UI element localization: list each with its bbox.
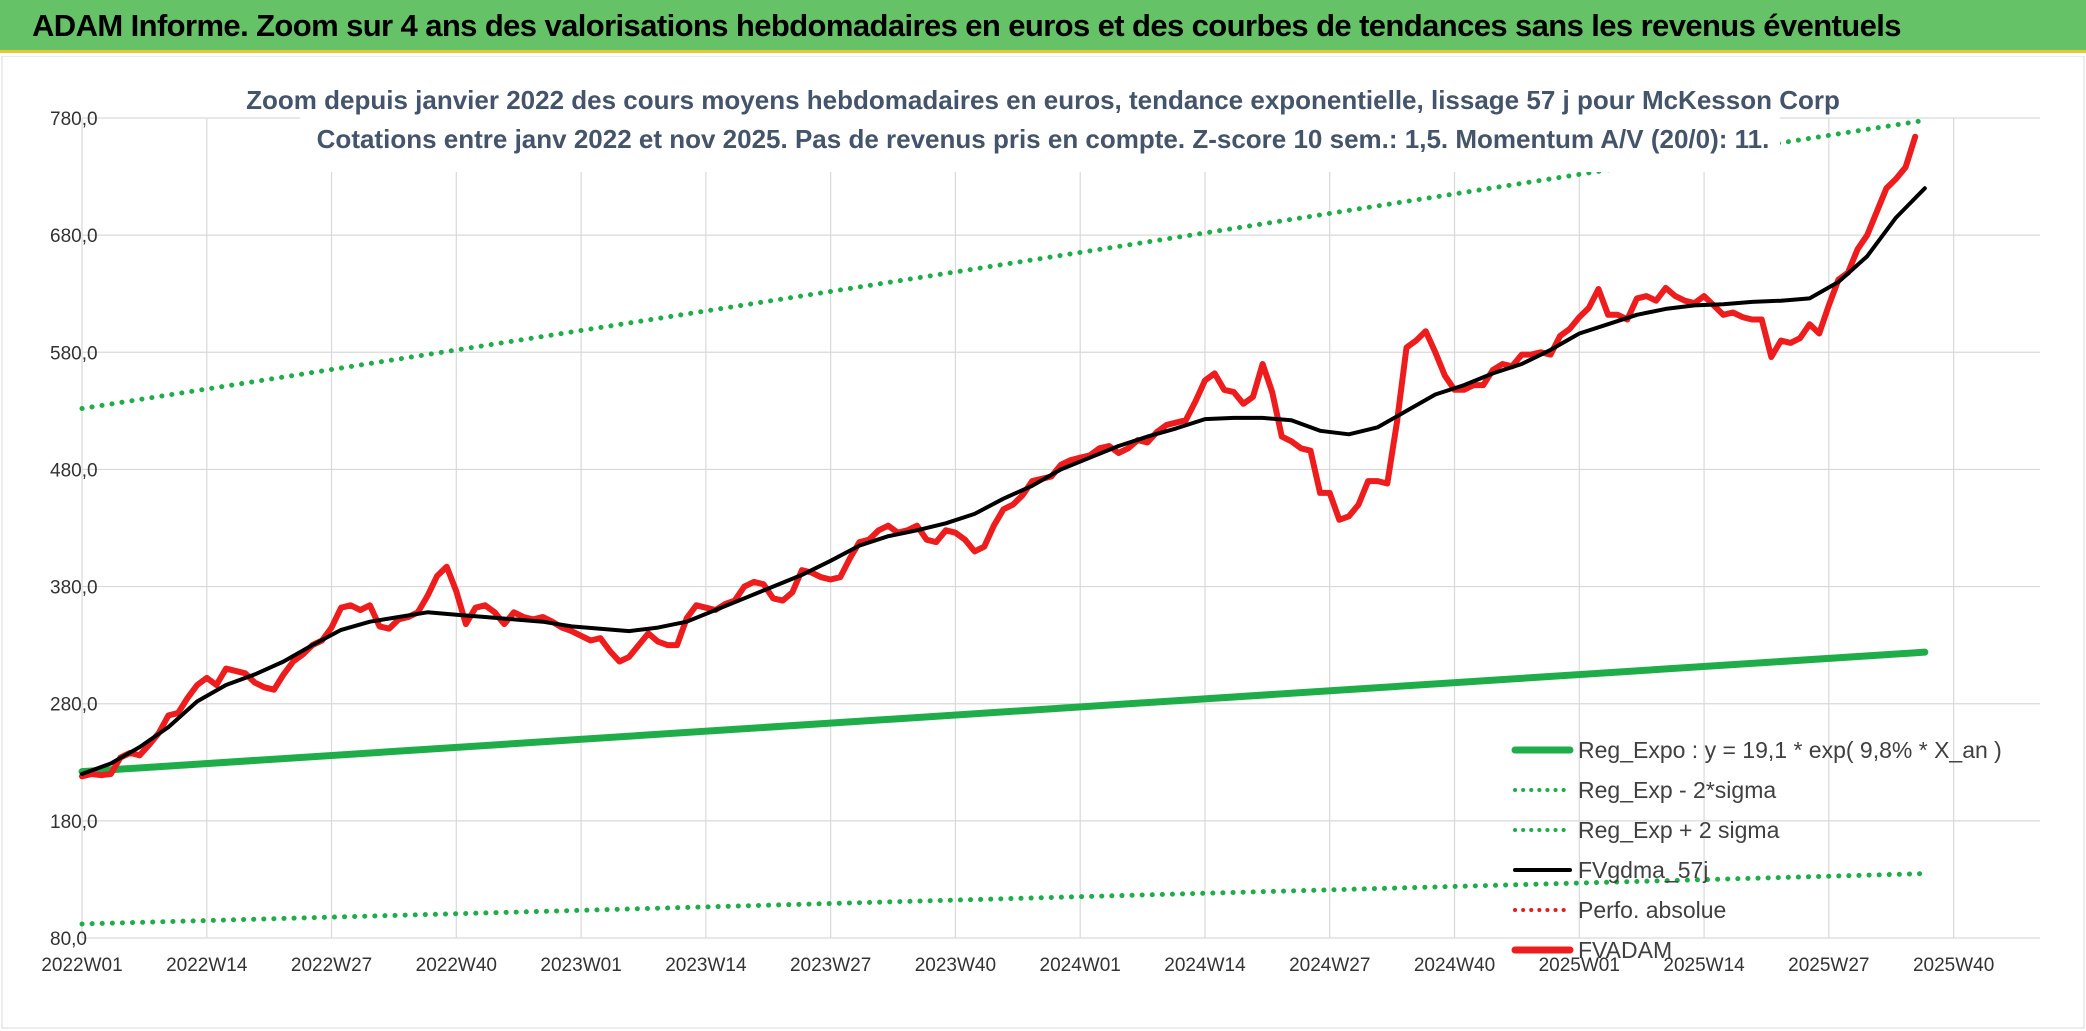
legend-reg-plus-label: Reg_Exp + 2 sigma: [1578, 817, 1780, 843]
reg-expo-line: [78, 648, 1929, 776]
data-lines: [79, 133, 1927, 780]
y-tick-label: 480,0: [50, 460, 98, 481]
legend-fvgdma-label: FVgdma_57j: [1578, 857, 1708, 883]
x-tick-label: 2025W27: [1788, 955, 1869, 976]
reg-minus-2sigma-line: [79, 871, 1928, 927]
x-tick-label: 2025W01: [1539, 955, 1620, 976]
y-tick-label: 780,0: [50, 109, 98, 130]
y-tick-label: 380,0: [50, 578, 98, 599]
chart-subtitle: Cotations entre janv 2022 et nov 2025. P…: [317, 124, 1770, 154]
chart: Zoom depuis janvier 2022 des cours moyen…: [1, 56, 2085, 1029]
x-tick-label: 2024W14: [1164, 955, 1246, 976]
x-tick-label: 2023W27: [790, 955, 871, 976]
y-tick-label: 80,0: [50, 929, 87, 950]
y-tick-label: 580,0: [50, 343, 98, 364]
y-axis-ticks: 80,0 180,0 280,0 380,0 480,0 580,0 680,0 780,0: [50, 109, 98, 950]
page-title: ADAM Informe. Zoom sur 4 ans des valoris…: [32, 8, 1902, 43]
x-tick-label: 2025W40: [1913, 955, 1994, 976]
gridlines: [81, 117, 2040, 939]
x-axis-ticks: 2022W01 2022W14 2022W27 2022W40 2023W01 2023W…: [41, 955, 1994, 976]
fvadam-line: [79, 133, 1919, 780]
y-tick-label: 180,0: [50, 812, 98, 833]
legend-reg-minus-label: Reg_Exp - 2*sigma: [1578, 777, 1776, 803]
x-tick-label: 2022W40: [416, 955, 497, 976]
legend-perfo-label: Perfo. absolue: [1578, 897, 1726, 923]
chart-frame: [1, 56, 2085, 1029]
x-tick-label: 2023W14: [665, 955, 747, 976]
chart-title: Zoom depuis janvier 2022 des cours moyen…: [246, 85, 1840, 115]
header-bar: ADAM Informe. Zoom sur 4 ans des valoris…: [0, 0, 2086, 53]
x-tick-label: 2024W27: [1289, 955, 1370, 976]
title-backdrop: [300, 64, 1780, 172]
x-tick-label: 2022W14: [166, 955, 248, 976]
y-tick-label: 680,0: [50, 226, 98, 247]
x-tick-label: 2023W01: [540, 955, 621, 976]
legend-fvadam-label: FVADAM: [1578, 937, 1672, 963]
legend-reg-expo-label: Reg_Expo : y = 19,1 * exp( 9,8% * X_an ): [1578, 737, 2002, 763]
legend: Reg_Expo : y = 19,1 * exp( 9,8% * X_an )…: [1511, 737, 2002, 963]
x-tick-label: 2025W14: [1663, 955, 1745, 976]
x-tick-label: 2023W40: [915, 955, 996, 976]
fvgdma-57j-line: [80, 186, 1927, 776]
x-tick-label: 2022W01: [41, 955, 122, 976]
x-tick-label: 2024W40: [1414, 955, 1495, 976]
x-tick-label: 2024W01: [1040, 955, 1121, 976]
x-tick-label: 2022W27: [291, 955, 372, 976]
y-tick-label: 280,0: [50, 695, 98, 716]
